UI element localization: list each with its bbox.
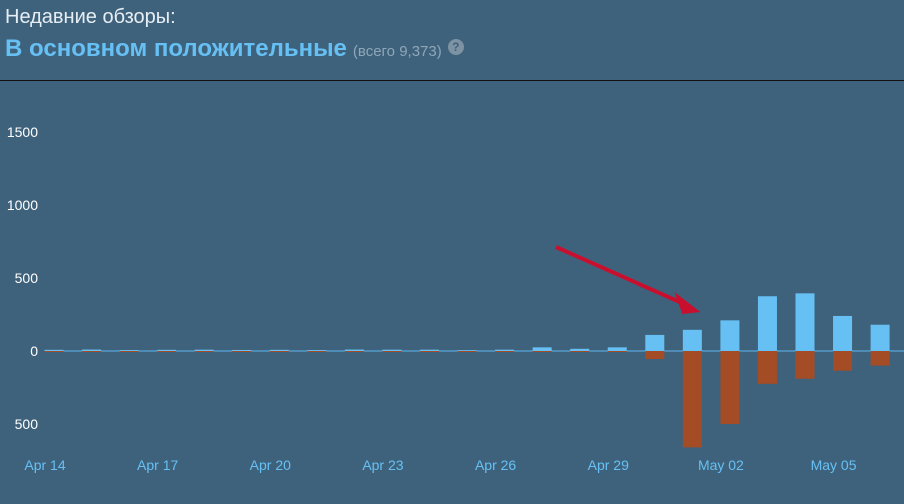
x-tick-label: Apr 26	[475, 457, 516, 473]
annotation-arrow-shaft	[555, 245, 688, 307]
positive-bar	[382, 349, 402, 351]
positive-bar	[795, 293, 815, 351]
x-tick-label: May 02	[698, 457, 744, 473]
positive-bar	[232, 349, 252, 351]
positive-bar	[420, 349, 439, 351]
negative-bar	[119, 351, 139, 352]
negative-bar	[232, 351, 252, 352]
negative-bar	[833, 351, 853, 371]
negative-bar	[570, 351, 590, 352]
negative-bar	[532, 351, 552, 352]
positive-bar	[44, 349, 64, 351]
positive-bar	[344, 349, 364, 351]
x-tick-label: Apr 29	[588, 457, 629, 473]
positive-bar	[757, 296, 777, 351]
negative-bar	[757, 351, 777, 384]
negative-bar	[82, 351, 102, 352]
negative-bar	[870, 351, 890, 366]
y-tick-label: 500	[15, 416, 39, 432]
help-icon[interactable]: ?	[447, 39, 464, 55]
x-tick-label: Apr 20	[250, 457, 291, 473]
positive-bar	[720, 320, 740, 351]
positive-bar	[194, 349, 214, 351]
x-tick-label: Apr 23	[362, 457, 403, 473]
x-tick-label: Apr 17	[137, 457, 178, 473]
divider	[0, 80, 904, 81]
negative-bar	[44, 351, 64, 352]
recent-reviews-header: Недавние обзоры: В основном положительны…	[5, 6, 464, 63]
positive-bar	[682, 329, 702, 351]
negative-bar	[682, 351, 702, 448]
x-tick-label: Apr 14	[24, 457, 65, 473]
review-rating[interactable]: В основном положительные	[5, 35, 347, 62]
positive-bar	[833, 315, 853, 351]
annotation-arrow-head	[674, 292, 701, 314]
negative-bar	[420, 351, 439, 352]
negative-bar	[269, 351, 289, 352]
negative-bar	[157, 351, 177, 352]
y-tick-label: 1500	[7, 124, 38, 140]
negative-bar	[795, 351, 815, 379]
positive-bar	[607, 347, 627, 351]
positive-bar	[495, 349, 515, 351]
negative-bar	[307, 351, 327, 352]
negative-bar	[607, 351, 627, 352]
negative-bar	[495, 351, 515, 352]
negative-bar	[382, 351, 402, 352]
positive-bar	[269, 349, 289, 351]
negative-bar	[194, 351, 214, 352]
positive-bar	[157, 349, 177, 351]
positive-bar	[307, 350, 327, 352]
positive-bar	[82, 349, 102, 351]
recent-reviews-label: Недавние обзоры:	[5, 6, 176, 28]
positive-bar	[119, 350, 139, 352]
y-tick-label: 0	[30, 343, 38, 359]
negative-bar	[457, 351, 477, 352]
negative-bar	[344, 351, 364, 352]
positive-bar	[645, 334, 665, 351]
positive-bar	[457, 350, 477, 352]
positive-bar	[532, 347, 552, 351]
positive-bar	[870, 324, 890, 351]
review-total: (всего 9,373)	[352, 42, 442, 60]
y-tick-label: 1000	[7, 197, 38, 213]
x-tick-label: May 05	[811, 457, 857, 473]
negative-bar	[645, 351, 665, 360]
review-summary: В основном положительные (всего 9,373) ?	[5, 35, 464, 63]
negative-bar	[720, 351, 740, 424]
positive-bar	[570, 348, 590, 351]
y-tick-label: 500	[15, 270, 39, 286]
